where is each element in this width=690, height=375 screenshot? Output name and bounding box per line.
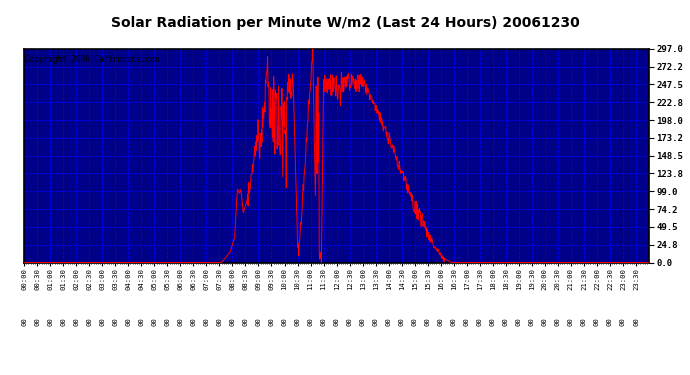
- Text: 00: 00: [86, 317, 92, 326]
- Text: 20:30: 20:30: [555, 268, 561, 290]
- Text: 00: 00: [230, 317, 235, 326]
- Text: 00: 00: [555, 317, 561, 326]
- Text: 11:00: 11:00: [308, 268, 313, 290]
- Text: 08:30: 08:30: [242, 268, 248, 290]
- Text: 00: 00: [581, 317, 587, 326]
- Text: 00: 00: [607, 317, 613, 326]
- Text: 16:30: 16:30: [451, 268, 457, 290]
- Text: 00: 00: [255, 317, 262, 326]
- Text: 15:30: 15:30: [425, 268, 431, 290]
- Text: 06:30: 06:30: [190, 268, 197, 290]
- Text: 00: 00: [568, 317, 574, 326]
- Text: 00: 00: [308, 317, 313, 326]
- Text: 13:30: 13:30: [373, 268, 379, 290]
- Text: 22:00: 22:00: [594, 268, 600, 290]
- Text: 03:00: 03:00: [99, 268, 106, 290]
- Text: 14:30: 14:30: [399, 268, 404, 290]
- Text: 00: 00: [177, 317, 184, 326]
- Text: 02:00: 02:00: [73, 268, 79, 290]
- Text: 00: 00: [516, 317, 522, 326]
- Text: 00: 00: [242, 317, 248, 326]
- Text: 00: 00: [73, 317, 79, 326]
- Text: 10:30: 10:30: [295, 268, 301, 290]
- Text: 06:00: 06:00: [177, 268, 184, 290]
- Text: 23:30: 23:30: [633, 268, 639, 290]
- Text: 00: 00: [437, 317, 444, 326]
- Text: 16:00: 16:00: [437, 268, 444, 290]
- Text: 12:00: 12:00: [333, 268, 339, 290]
- Text: 00: 00: [34, 317, 40, 326]
- Text: 05:30: 05:30: [164, 268, 170, 290]
- Text: 11:30: 11:30: [321, 268, 326, 290]
- Text: 00: 00: [217, 317, 222, 326]
- Text: 00: 00: [21, 317, 27, 326]
- Text: 19:30: 19:30: [529, 268, 535, 290]
- Text: 00: 00: [126, 317, 131, 326]
- Text: 00: 00: [346, 317, 353, 326]
- Text: 02:30: 02:30: [86, 268, 92, 290]
- Text: 09:30: 09:30: [268, 268, 275, 290]
- Text: 15:00: 15:00: [412, 268, 417, 290]
- Text: Copyright 2006 Cartronics.com: Copyright 2006 Cartronics.com: [26, 55, 159, 64]
- Text: 00:00: 00:00: [21, 268, 27, 290]
- Text: 00: 00: [529, 317, 535, 326]
- Text: 18:00: 18:00: [490, 268, 496, 290]
- Text: 10:00: 10:00: [282, 268, 288, 290]
- Text: 00: 00: [412, 317, 417, 326]
- Text: 22:30: 22:30: [607, 268, 613, 290]
- Text: 09:00: 09:00: [255, 268, 262, 290]
- Text: 00: 00: [477, 317, 483, 326]
- Text: 00: 00: [633, 317, 639, 326]
- Text: 01:30: 01:30: [60, 268, 66, 290]
- Text: 07:30: 07:30: [217, 268, 222, 290]
- Text: 17:30: 17:30: [477, 268, 483, 290]
- Text: 00: 00: [542, 317, 548, 326]
- Text: 00: 00: [268, 317, 275, 326]
- Text: 00: 00: [151, 317, 157, 326]
- Text: 00: 00: [620, 317, 626, 326]
- Text: 05:00: 05:00: [151, 268, 157, 290]
- Text: 00: 00: [60, 317, 66, 326]
- Text: 01:00: 01:00: [47, 268, 53, 290]
- Text: Solar Radiation per Minute W/m2 (Last 24 Hours) 20061230: Solar Radiation per Minute W/m2 (Last 24…: [110, 15, 580, 30]
- Text: 21:30: 21:30: [581, 268, 587, 290]
- Text: 00: 00: [333, 317, 339, 326]
- Text: 00: 00: [594, 317, 600, 326]
- Text: 14:00: 14:00: [386, 268, 392, 290]
- Text: 00: 00: [425, 317, 431, 326]
- Text: 00: 00: [386, 317, 392, 326]
- Text: 03:30: 03:30: [112, 268, 118, 290]
- Text: 17:00: 17:00: [464, 268, 470, 290]
- Text: 18:30: 18:30: [503, 268, 509, 290]
- Text: 00: 00: [295, 317, 301, 326]
- Text: 04:00: 04:00: [126, 268, 131, 290]
- Text: 00: 00: [204, 317, 209, 326]
- Text: 00:30: 00:30: [34, 268, 40, 290]
- Text: 12:30: 12:30: [346, 268, 353, 290]
- Text: 00: 00: [164, 317, 170, 326]
- Text: 08:00: 08:00: [230, 268, 235, 290]
- Text: 00: 00: [99, 317, 106, 326]
- Text: 07:00: 07:00: [204, 268, 209, 290]
- Text: 00: 00: [503, 317, 509, 326]
- Text: 21:00: 21:00: [568, 268, 574, 290]
- Text: 00: 00: [138, 317, 144, 326]
- Text: 00: 00: [359, 317, 366, 326]
- Text: 00: 00: [321, 317, 326, 326]
- Text: 00: 00: [112, 317, 118, 326]
- Text: 00: 00: [47, 317, 53, 326]
- Text: 19:00: 19:00: [516, 268, 522, 290]
- Text: 00: 00: [190, 317, 197, 326]
- Text: 04:30: 04:30: [138, 268, 144, 290]
- Text: 23:00: 23:00: [620, 268, 626, 290]
- Text: 00: 00: [451, 317, 457, 326]
- Text: 00: 00: [282, 317, 288, 326]
- Text: 00: 00: [373, 317, 379, 326]
- Text: 20:00: 20:00: [542, 268, 548, 290]
- Text: 13:00: 13:00: [359, 268, 366, 290]
- Text: 00: 00: [399, 317, 404, 326]
- Text: 00: 00: [464, 317, 470, 326]
- Text: 00: 00: [490, 317, 496, 326]
